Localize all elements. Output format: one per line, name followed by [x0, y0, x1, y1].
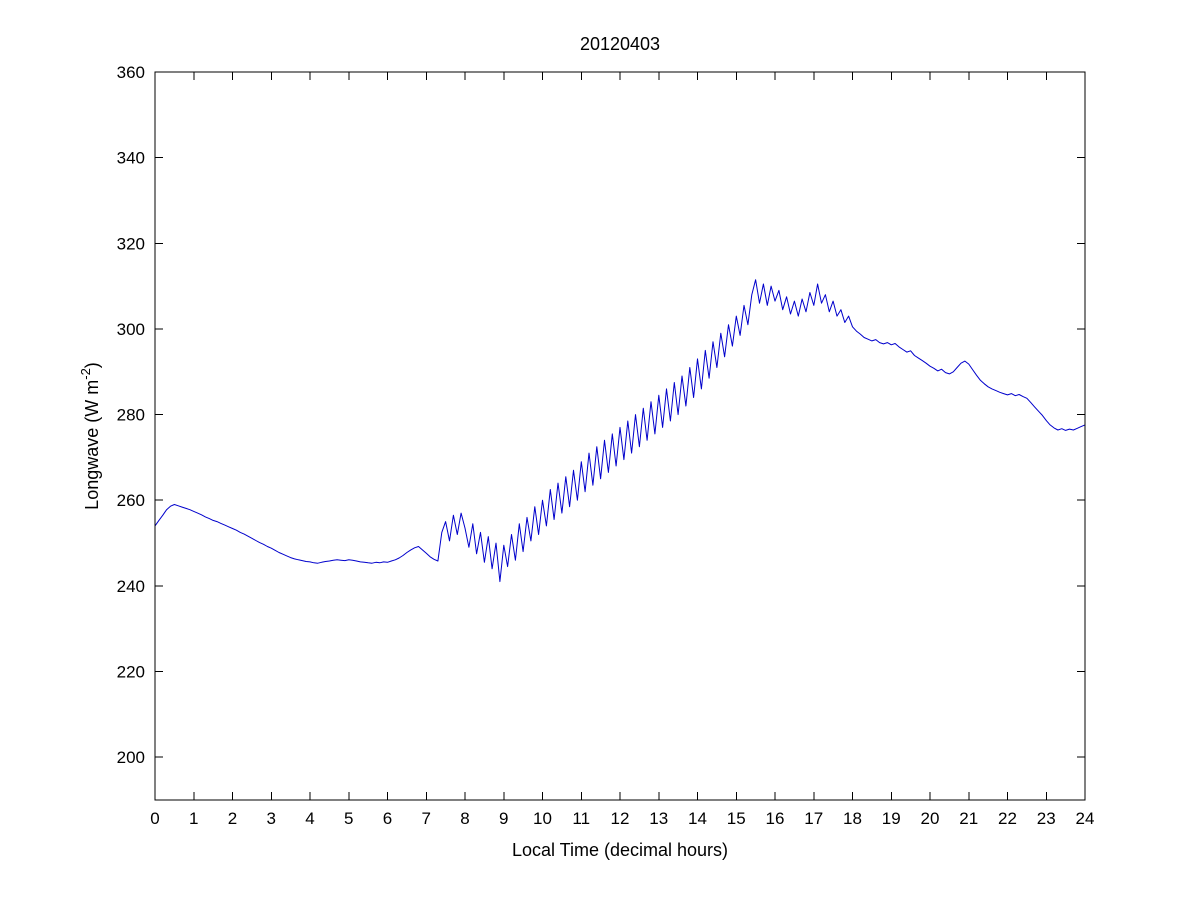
- x-tick-label: 6: [383, 809, 392, 828]
- x-tick-label: 16: [766, 809, 785, 828]
- axes-box: [154, 71, 1086, 801]
- x-tick-label: 20: [921, 809, 940, 828]
- x-tick-label: 19: [882, 809, 901, 828]
- x-tick-label: 23: [1037, 809, 1056, 828]
- y-tick-label: 200: [117, 748, 145, 767]
- x-tick-label: 4: [305, 809, 314, 828]
- x-tick-label: 17: [804, 809, 823, 828]
- x-tick-label: 8: [460, 809, 469, 828]
- x-tick-label: 13: [649, 809, 668, 828]
- plot-area: 0 1 2 3 4 5 6 7 8 9 10 11 12 13 14 15 16 17 18 19 20 21 22 23 24…: [117, 63, 1095, 828]
- x-tick-label: 11: [572, 809, 590, 828]
- x-tick-label: 7: [422, 809, 431, 828]
- x-tick-label: 18: [843, 809, 862, 828]
- y-tick-label: 320: [117, 234, 145, 253]
- x-axis-label: Local Time (decimal hours): [512, 840, 728, 860]
- x-tick-label: 3: [267, 809, 276, 828]
- x-tick-label: 24: [1076, 809, 1095, 828]
- y-tick-label: 340: [117, 149, 145, 168]
- x-tick-label: 12: [611, 809, 630, 828]
- y-tick-label: 240: [117, 577, 145, 596]
- y-tick-label: 220: [117, 663, 145, 682]
- y-tick-label: 300: [117, 320, 145, 339]
- y-tick-label: 280: [117, 406, 145, 425]
- y-tick-label: 260: [117, 491, 145, 510]
- x-tick-label: 15: [727, 809, 746, 828]
- y-axis-label: Longwave (W m-2): [78, 362, 102, 510]
- x-tick-label: 22: [998, 809, 1017, 828]
- y-tick-label: 360: [117, 63, 145, 82]
- x-tick-label: 1: [189, 809, 198, 828]
- x-tick-label: 2: [228, 809, 237, 828]
- chart-title: 20120403: [580, 34, 660, 54]
- longwave-radiation-series-line: [154, 279, 1086, 583]
- x-tick-label: 10: [533, 809, 552, 828]
- x-tick-label: 9: [499, 809, 508, 828]
- x-tick-label: 14: [688, 809, 707, 828]
- x-tick-label: 21: [959, 809, 978, 828]
- plot-background: [155, 72, 1085, 800]
- x-tick-label: 0: [150, 809, 159, 828]
- x-tick-label: 5: [344, 809, 353, 828]
